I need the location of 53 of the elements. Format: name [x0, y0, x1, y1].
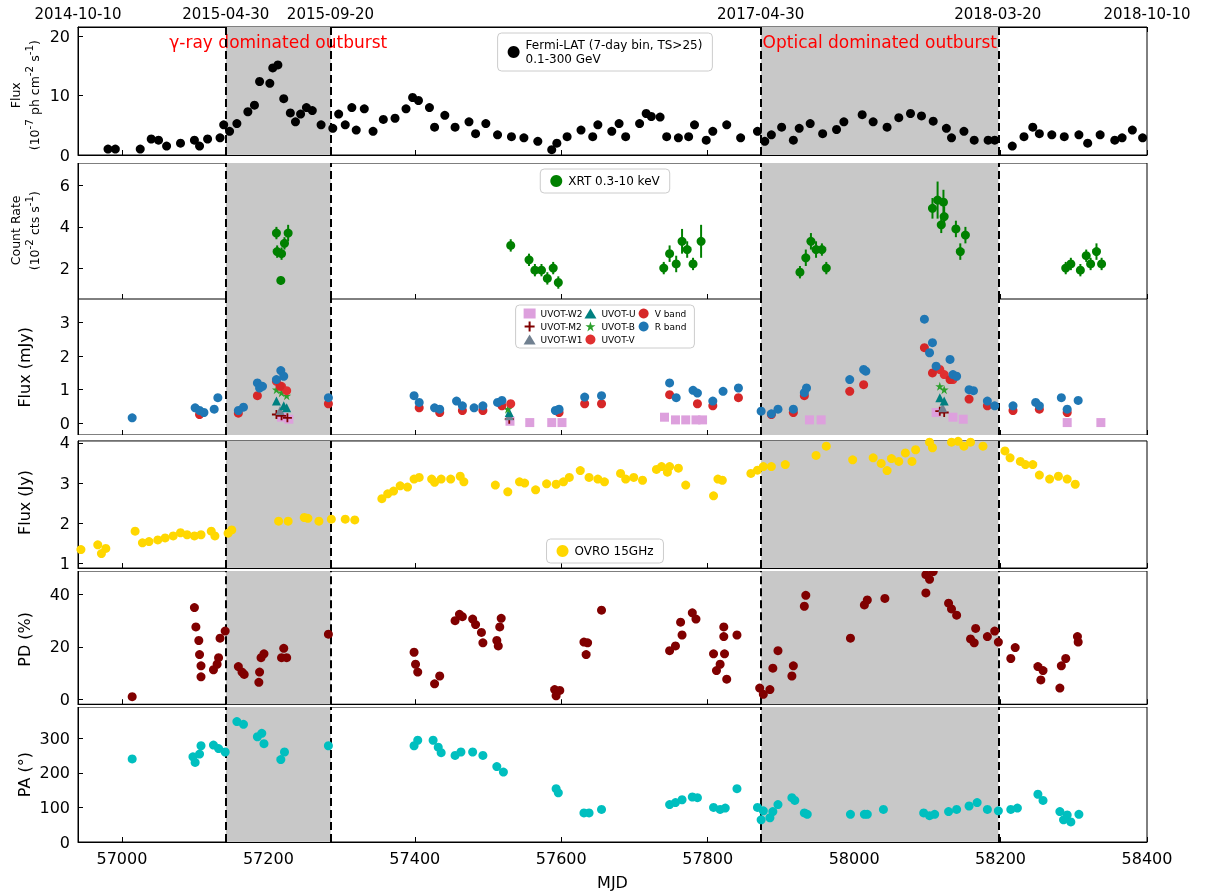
y-tick-label: 3 [59, 473, 70, 493]
y-axis-title: PD (%) [14, 611, 35, 667]
legend-label: XRT 0.3-10 keV [568, 174, 661, 188]
legend-label: V band [654, 308, 687, 319]
x2-tick-label: 2015-09-20 [286, 4, 375, 23]
band-label: Optical dominated outburst [762, 31, 998, 52]
legend-label: OVRO 15GHz [574, 544, 654, 558]
y-tick-label: 40 [49, 585, 70, 605]
y-axis-title: PA (°) [14, 752, 35, 798]
band-label: γ-ray dominated outburst [169, 31, 388, 52]
y-tick-label: 1 [59, 553, 70, 573]
y-tick-label: 4 [59, 217, 70, 237]
x2-tick-label: 2017-04-30 [717, 4, 805, 23]
y-tick-label: 1 [59, 380, 70, 400]
legend-label: UVOT-W2 [540, 308, 583, 319]
y-tick-label: 4 [59, 433, 70, 453]
y-tick-label: 0 [59, 145, 70, 165]
x2-tick-label: 2015-04-30 [182, 4, 270, 23]
legend-label: Fermi-LAT (7-day bin, TS>25) 0.1-300 GeV [525, 38, 703, 66]
y-tick-label: 100 [39, 797, 70, 817]
y-tick-label: 200 [39, 763, 70, 783]
x2-tick-label: 2014-10-10 [34, 4, 122, 23]
x-tick-label: 57000 [96, 848, 148, 868]
y-tick-label: 300 [39, 728, 70, 748]
legend-label: UVOT-W1 [540, 334, 583, 345]
y-axis-title: Flux (Jy) [14, 470, 35, 536]
x-axis-title: MJD [597, 872, 628, 892]
y-tick-label: 3 [59, 313, 70, 333]
x2-tick-label: 2018-10-10 [1103, 4, 1191, 23]
y-tick-label: 6 [59, 176, 70, 196]
y-tick-label: 2 [59, 513, 70, 533]
x2-tick-label: 2018-03-20 [954, 4, 1042, 23]
x-tick-label: 57200 [242, 848, 294, 868]
legend-label: UVOT-B [601, 321, 635, 332]
y-tick-label: 0 [59, 832, 70, 852]
x-tick-label: 58400 [1121, 848, 1173, 868]
y-tick-label: 0 [59, 413, 70, 433]
y-tick-label: 20 [49, 26, 70, 46]
y-tick-label: 2 [59, 346, 70, 366]
y-axis-title: Flux (mJy) [14, 326, 35, 408]
legend-label: UVOT-M2 [540, 321, 582, 332]
legend-label: UVOT-V [601, 334, 636, 345]
x-tick-label: 57800 [682, 848, 734, 868]
y-tick-label: 20 [49, 637, 70, 657]
x-tick-label: 58000 [828, 848, 880, 868]
y-tick-label: 10 [49, 86, 70, 106]
y-tick-label: 2 [59, 258, 70, 278]
x-tick-label: 57600 [535, 848, 587, 868]
y-tick-label: 0 [59, 689, 70, 709]
x-tick-label: 58200 [975, 848, 1027, 868]
legend-label: R band [654, 321, 687, 332]
legend-label: UVOT-U [601, 308, 636, 319]
x-tick-label: 57400 [389, 848, 441, 868]
